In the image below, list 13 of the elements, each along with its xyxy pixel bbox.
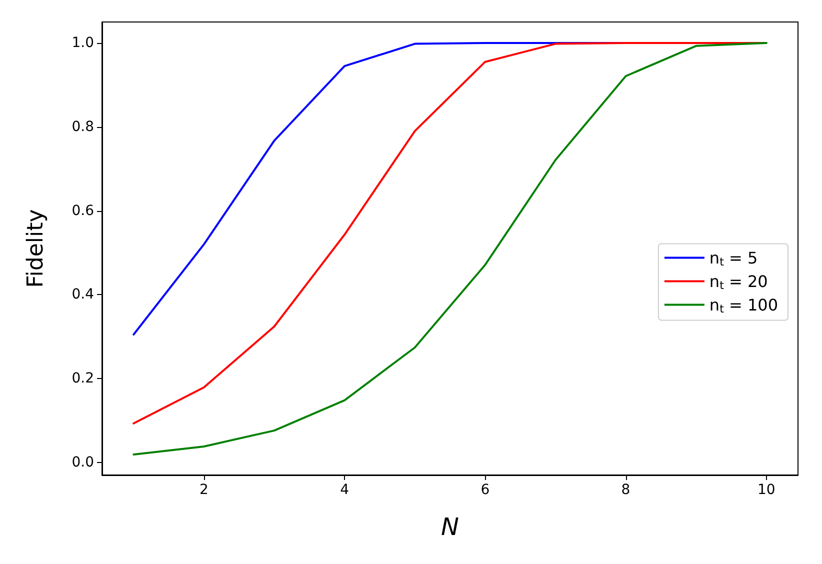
x-tick-label: 2 [199, 482, 208, 498]
y-axis-title: Fidelity [24, 209, 48, 288]
x-tick-label: 10 [757, 482, 776, 498]
y-tick-label: 0.6 [72, 202, 94, 219]
x-tick-label: 8 [621, 482, 630, 498]
y-tick-label: 0.2 [72, 370, 94, 387]
x-tick-label: 6 [480, 482, 490, 498]
x-axis-title: N [441, 513, 460, 541]
y-tick-label: 0.4 [72, 286, 94, 303]
y-tick-label: 1.0 [72, 34, 94, 51]
x-tick-label: 4 [340, 482, 350, 498]
y-tick-label: 0.8 [72, 118, 94, 135]
y-tick-label: 0.0 [72, 454, 94, 470]
